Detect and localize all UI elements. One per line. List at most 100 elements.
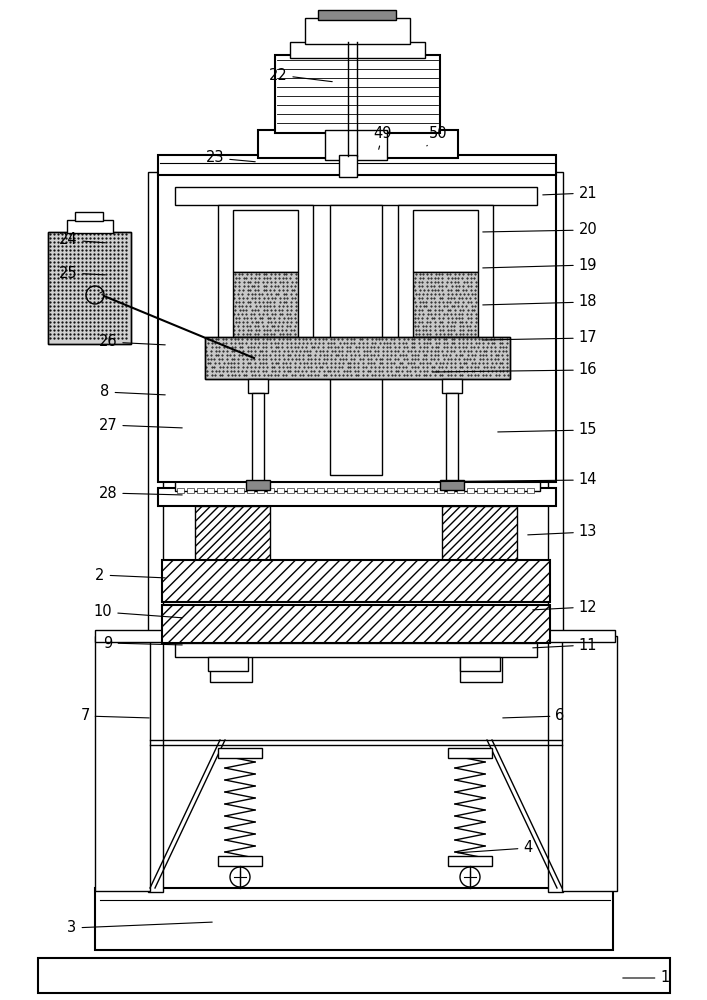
Bar xyxy=(507,488,514,493)
Bar xyxy=(175,643,537,657)
Bar xyxy=(440,480,464,490)
Bar xyxy=(95,630,615,642)
Text: 28: 28 xyxy=(99,486,182,500)
Bar xyxy=(305,18,410,44)
Bar xyxy=(398,205,493,370)
Text: 3: 3 xyxy=(67,920,212,936)
Text: 19: 19 xyxy=(483,257,597,272)
Bar xyxy=(218,856,262,866)
Bar xyxy=(218,748,262,758)
Bar xyxy=(67,220,113,233)
Text: 2: 2 xyxy=(95,568,165,582)
Bar xyxy=(208,657,248,671)
Text: 4: 4 xyxy=(457,840,532,856)
Bar xyxy=(297,488,304,493)
Bar xyxy=(205,337,510,379)
Bar xyxy=(217,488,224,493)
Text: 20: 20 xyxy=(483,223,597,237)
Bar xyxy=(218,205,313,370)
Bar xyxy=(447,488,454,493)
Bar xyxy=(460,642,502,682)
Bar xyxy=(210,642,252,682)
Text: 49: 49 xyxy=(374,125,392,149)
Bar xyxy=(377,488,384,493)
Bar xyxy=(267,488,274,493)
Bar xyxy=(257,488,264,493)
Text: 18: 18 xyxy=(483,294,597,310)
Text: 7: 7 xyxy=(81,708,149,724)
Bar xyxy=(310,462,405,480)
Bar xyxy=(527,488,534,493)
Bar xyxy=(442,506,517,578)
Bar xyxy=(148,172,163,892)
Text: 11: 11 xyxy=(533,638,597,652)
Text: 9: 9 xyxy=(103,636,182,650)
Bar xyxy=(413,272,478,337)
Text: 15: 15 xyxy=(498,422,597,438)
Bar xyxy=(448,856,492,866)
Bar xyxy=(95,888,613,950)
Bar xyxy=(258,130,458,158)
Bar xyxy=(287,488,294,493)
Bar xyxy=(175,477,540,491)
Bar xyxy=(330,205,382,475)
Bar xyxy=(460,657,500,671)
Bar xyxy=(162,605,550,643)
Bar xyxy=(195,506,270,578)
Bar xyxy=(246,480,270,490)
Bar xyxy=(175,187,537,205)
Text: 26: 26 xyxy=(99,334,165,350)
Bar xyxy=(448,748,492,758)
Bar xyxy=(95,636,150,891)
Bar xyxy=(207,488,214,493)
Bar xyxy=(413,210,478,272)
Bar xyxy=(477,488,484,493)
Bar xyxy=(233,210,298,272)
Bar xyxy=(517,488,524,493)
Bar xyxy=(322,468,392,480)
Text: 12: 12 xyxy=(533,599,597,614)
Bar xyxy=(227,488,234,493)
Bar xyxy=(162,560,550,602)
Bar xyxy=(446,393,458,483)
Bar xyxy=(497,488,504,493)
Bar xyxy=(417,488,424,493)
Bar xyxy=(248,379,268,393)
Bar xyxy=(487,488,494,493)
Bar xyxy=(387,488,394,493)
Bar xyxy=(325,130,387,160)
Bar xyxy=(327,488,334,493)
Text: 14: 14 xyxy=(403,473,597,488)
Bar xyxy=(437,488,444,493)
Bar xyxy=(427,488,434,493)
Bar xyxy=(457,488,464,493)
Bar xyxy=(177,488,184,493)
Bar xyxy=(75,212,103,221)
Text: 25: 25 xyxy=(59,265,105,280)
Bar xyxy=(442,379,462,393)
Bar xyxy=(237,488,244,493)
Bar xyxy=(317,488,324,493)
Text: 27: 27 xyxy=(98,418,182,432)
Bar xyxy=(467,488,474,493)
Bar xyxy=(187,488,194,493)
Bar xyxy=(337,488,344,493)
Bar xyxy=(158,488,556,506)
Text: 10: 10 xyxy=(94,604,182,619)
Bar xyxy=(252,393,264,483)
Bar xyxy=(158,172,556,482)
Text: 24: 24 xyxy=(59,232,105,247)
Text: 22: 22 xyxy=(269,68,332,83)
Bar xyxy=(158,155,556,175)
Bar xyxy=(548,172,563,892)
Bar xyxy=(562,636,617,891)
Bar xyxy=(48,232,131,344)
Bar xyxy=(339,155,357,177)
Bar xyxy=(233,272,298,337)
Text: 8: 8 xyxy=(100,384,165,399)
Bar xyxy=(247,488,254,493)
Text: 1: 1 xyxy=(623,970,670,986)
Text: 23: 23 xyxy=(206,150,255,165)
Bar xyxy=(277,488,284,493)
Text: 6: 6 xyxy=(503,708,565,724)
